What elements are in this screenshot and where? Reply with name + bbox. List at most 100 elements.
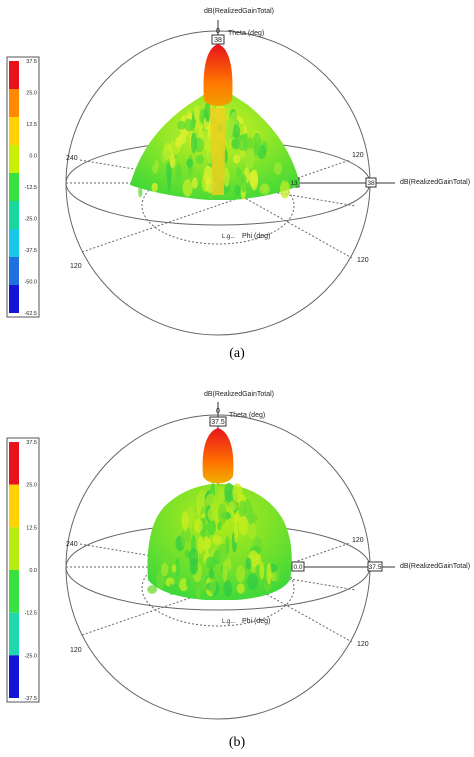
sidelobe-petal — [236, 583, 245, 594]
sidelobe-petal — [181, 511, 189, 530]
sidelobe-petal — [189, 558, 198, 575]
quantity-label: dB(RealizedGainTotal) — [204, 391, 274, 398]
theta-value-box — [209, 416, 227, 427]
sidelobe-petal — [255, 553, 262, 566]
sidelobe-petal — [238, 500, 247, 518]
diagonal-axis-1 — [79, 159, 357, 207]
colorbar-tick-label: 37.5 — [26, 440, 37, 446]
sidelobe-petal — [252, 132, 262, 153]
colorbar-band — [9, 612, 19, 656]
sidelobe-petal — [177, 120, 186, 130]
sidelobe-texture — [138, 102, 290, 200]
phi-label: Phi (deg) — [242, 233, 270, 240]
radiation-pattern-panel-b: 37.5 25.0 12.5 0.0 -12.5 -25.0 -37.5 dB(Realiz… — [0, 380, 474, 757]
caption-a: (a) — [229, 346, 245, 361]
phi-prefix: L.g... — [222, 619, 236, 625]
sidelobe-petal — [190, 132, 197, 154]
phi-ring — [141, 549, 295, 627]
sidelobe-petal — [273, 162, 282, 175]
diagonal-axis-1 — [79, 543, 357, 591]
outer-label-right: 120 — [357, 257, 369, 264]
sidelobe-petal — [147, 585, 158, 594]
main-lobe — [203, 44, 233, 106]
theta-zero-label: 0 — [216, 408, 220, 415]
colorbar-band — [9, 285, 19, 313]
sidelobe-petal — [175, 557, 180, 578]
sidelobe-petal — [205, 556, 217, 569]
sidelobe-petal — [182, 179, 193, 197]
sidelobe-petal — [222, 561, 228, 582]
sidelobe-petal — [259, 561, 265, 580]
colorbar-band — [9, 173, 19, 201]
colorbar-band — [9, 484, 19, 528]
sidelobe-petal — [154, 159, 159, 170]
sidelobe-petal — [248, 170, 258, 187]
theta-label: Theta (deg) — [228, 30, 264, 37]
theta-zero-label: 0 — [216, 28, 220, 35]
phi-label: Phi (deg) — [242, 618, 270, 625]
sidelobe-petal — [217, 521, 222, 531]
colorbar-band — [9, 61, 19, 89]
colorbar-tick-label: 25.0 — [26, 91, 37, 97]
sidelobe-petal — [169, 153, 176, 169]
sidelobe-petal — [163, 142, 172, 161]
sidelobe-petal — [247, 137, 253, 151]
sidelobe-petal — [192, 177, 198, 189]
sidelobe-petal — [207, 507, 216, 522]
sidelobe-petal — [227, 116, 234, 136]
colorbar-band — [9, 570, 19, 613]
sidelobe-petal — [259, 183, 271, 195]
colorbar-tick-label: -37.5 — [24, 248, 37, 254]
sidelobe-petal — [232, 483, 243, 503]
axis-quantity-label: dB(RealizedGainTotal) — [400, 179, 470, 186]
colorbar-tick-label: 12.5 — [26, 525, 37, 531]
radiation-pattern-3d — [147, 428, 292, 600]
sidelobe-petal — [196, 494, 206, 509]
sidelobe-petal — [200, 570, 206, 591]
main-lobe — [202, 428, 234, 484]
sidelobe-petal — [186, 158, 193, 168]
phi-prefix: L.g... — [222, 234, 236, 240]
labels: dB(RealizedGainTotal) 0 Theta (deg) 38 1… — [66, 8, 470, 270]
diagonal-axis-2 — [81, 159, 351, 253]
theta-value: 38 — [214, 37, 222, 44]
theta-value: 37.5 — [211, 419, 225, 426]
inner-value-box — [291, 561, 305, 572]
outer-label-right: 120 — [357, 641, 369, 648]
phi-ring — [141, 167, 295, 245]
sidelobe-petal — [193, 518, 203, 533]
ring-label-left: 240 — [66, 155, 78, 162]
caption-b: (b) — [228, 735, 246, 750]
sidelobe-petal — [217, 544, 228, 564]
sidelobe-petal — [206, 144, 212, 165]
sidelobe-petal — [197, 536, 204, 554]
colorbar-band — [9, 442, 19, 485]
sidelobe-petal — [171, 564, 177, 573]
axis-inner-value: 13 — [290, 180, 298, 187]
sidelobe-petal — [185, 527, 191, 543]
colorbar-band — [9, 527, 19, 570]
sidelobe-petal — [203, 536, 210, 553]
sidelobe-petal — [161, 562, 169, 577]
sidelobe-petal — [195, 584, 201, 599]
labels: dB(RealizedGainTotal) 0 Theta (deg) 37.5… — [66, 391, 470, 654]
sidelobe-petal — [223, 579, 232, 597]
colorbar-tick-label: -50.0 — [24, 280, 37, 286]
sidelobe-petal — [283, 167, 289, 183]
sidelobe-petal — [177, 134, 187, 145]
sidelobe-petal — [231, 124, 241, 138]
outer-label-left: 120 — [70, 647, 82, 654]
sidelobe-petal — [240, 174, 247, 193]
ring-label-right: 120 — [352, 152, 364, 159]
colorbar-tick-label: -37.5 — [24, 696, 37, 702]
ring-label-left: 240 — [66, 541, 78, 548]
sidelobe-petal — [209, 579, 217, 594]
outer-label-left: 120 — [70, 263, 82, 270]
sidelobe-petal — [233, 154, 241, 164]
sidelobe-petal — [223, 167, 230, 187]
radiation-pattern-panel-a: 37.5 25.0 12.5 0.0 -12.5 -25.0 -37.5 -50.0 -62.5 — [0, 0, 474, 372]
sidelobe-petal — [204, 102, 211, 122]
axis-quantity-label: dB(RealizedGainTotal) — [400, 563, 470, 570]
sidelobe-petal — [193, 105, 200, 121]
sidelobe-petal — [167, 172, 172, 192]
